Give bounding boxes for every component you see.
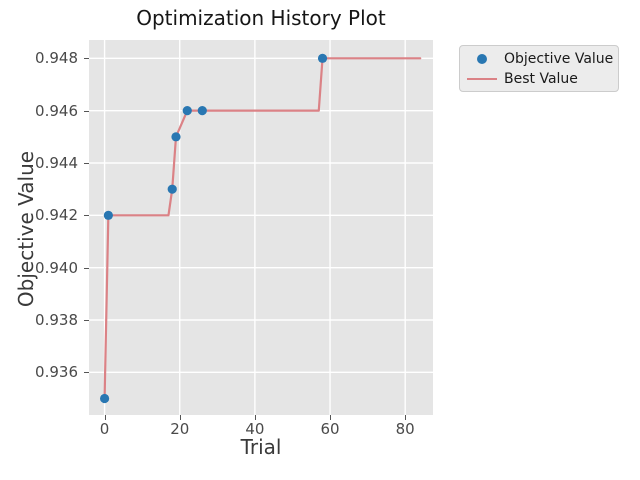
objective-value-point xyxy=(171,132,181,142)
y-tick-mark xyxy=(84,110,89,112)
plot-svg xyxy=(89,40,433,415)
y-tick-mark xyxy=(84,215,89,217)
x-tick-mark xyxy=(330,415,332,420)
chart-title: Optimization History Plot xyxy=(136,6,386,30)
objective-value-point xyxy=(99,393,110,404)
y-tick-mark xyxy=(84,58,89,60)
y-tick-mark xyxy=(84,372,89,374)
legend-label-best: Best Value xyxy=(504,71,578,87)
objective-value-point xyxy=(317,53,328,63)
legend-label-objective: Objective Value xyxy=(504,51,614,67)
x-tick-mark xyxy=(405,415,407,420)
legend-line-marker-icon xyxy=(467,77,497,81)
x-tick-label: 80 xyxy=(395,420,415,438)
x-tick-mark xyxy=(179,415,181,420)
legend: Objective Value Best Value xyxy=(459,45,619,92)
x-tick-label: 20 xyxy=(170,420,190,438)
y-tick-mark xyxy=(84,162,89,164)
y-tick-label: 0.936 xyxy=(35,363,78,382)
x-tick-mark xyxy=(254,415,256,420)
y-tick-label: 0.940 xyxy=(35,258,78,277)
y-tick-label: 0.942 xyxy=(35,206,78,225)
objective-value-point xyxy=(103,210,113,220)
best-value-line xyxy=(103,57,422,400)
objective-value-point xyxy=(182,106,192,116)
y-tick-label: 0.948 xyxy=(35,49,78,68)
legend-entry-best: Best Value xyxy=(460,69,578,89)
plot-area xyxy=(89,40,433,415)
legend-entry-objective: Objective Value xyxy=(460,49,613,69)
legend-scatter-marker-icon xyxy=(477,54,487,64)
objective-value-point xyxy=(167,184,177,194)
y-tick-label: 0.938 xyxy=(35,311,78,329)
objective-value-point xyxy=(197,106,207,116)
x-tick-mark xyxy=(104,415,106,420)
y-tick-label: 0.946 xyxy=(35,101,78,120)
x-tick-label: 0 xyxy=(99,420,110,438)
y-tick-mark xyxy=(84,267,89,269)
x-tick-label: 60 xyxy=(320,420,340,438)
y-tick-label: 0.944 xyxy=(35,153,78,172)
x-axis-label: Trial xyxy=(240,435,282,459)
y-tick-mark xyxy=(84,320,89,321)
x-tick-label: 40 xyxy=(245,420,265,438)
